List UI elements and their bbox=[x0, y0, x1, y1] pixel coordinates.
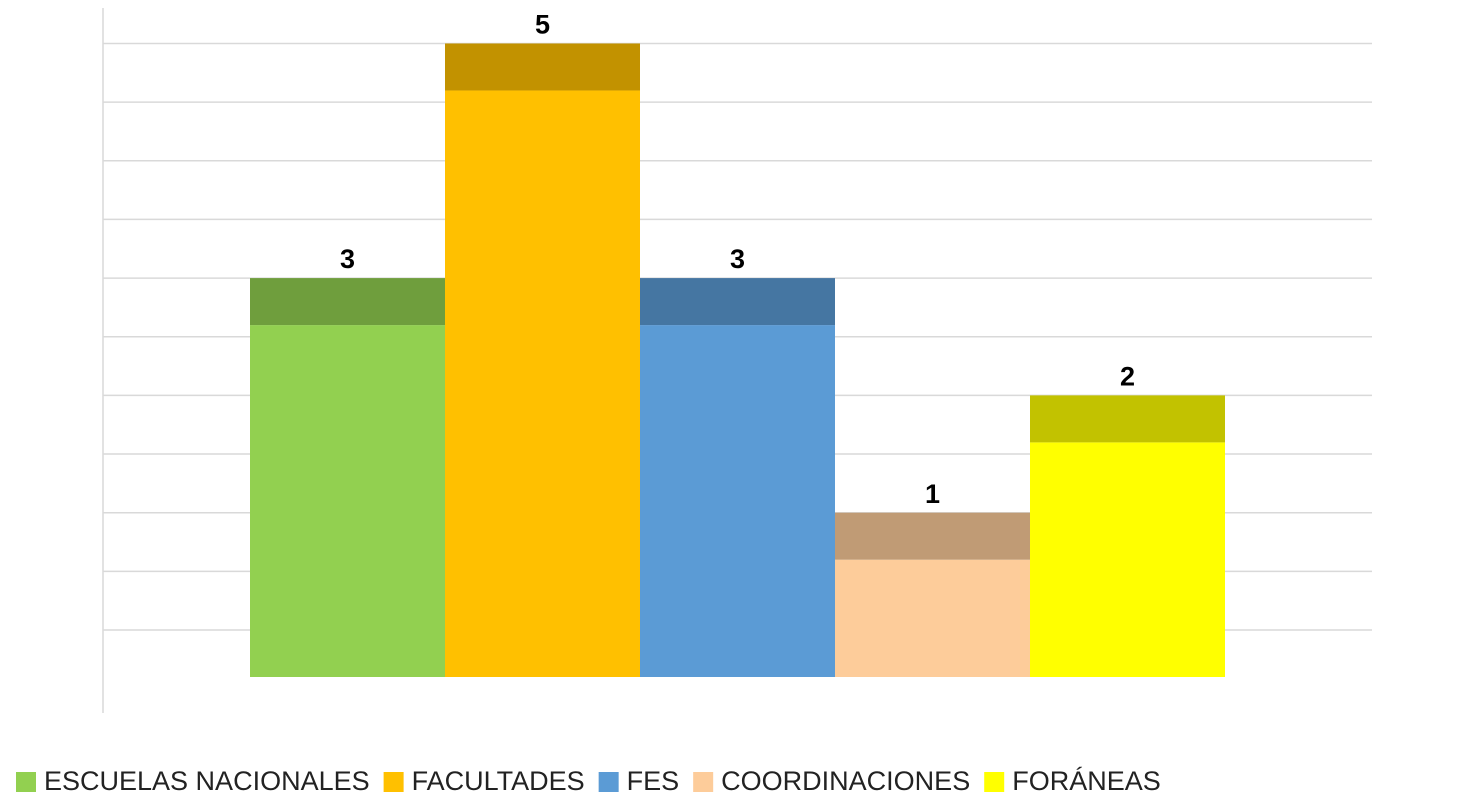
bar bbox=[445, 90, 640, 677]
bar bbox=[250, 325, 445, 677]
bar bbox=[1030, 442, 1225, 677]
legend-swatch bbox=[693, 772, 714, 792]
legend-swatch bbox=[16, 772, 36, 792]
legend-label: FACULTADES bbox=[412, 766, 585, 796]
data-label: 2 bbox=[1120, 362, 1135, 392]
bar-top bbox=[250, 278, 445, 326]
data-label: 1 bbox=[925, 479, 940, 509]
legend-label: ESCUELAS NACIONALES bbox=[44, 766, 370, 796]
legend-label: FES bbox=[627, 766, 680, 796]
legend-swatch bbox=[383, 772, 404, 792]
bar-top bbox=[640, 278, 835, 326]
bar bbox=[640, 325, 835, 677]
bar bbox=[835, 559, 1030, 677]
data-label: 5 bbox=[535, 10, 550, 40]
bar-top bbox=[835, 512, 1030, 560]
legend-swatch bbox=[598, 772, 619, 792]
data-label: 3 bbox=[340, 244, 355, 274]
legend-label: FORÁNEAS bbox=[1012, 766, 1161, 796]
bar-top bbox=[445, 43, 640, 91]
legend-label: COORDINACIONES bbox=[721, 766, 970, 796]
data-label: 3 bbox=[730, 244, 745, 274]
legend-swatch bbox=[984, 772, 1005, 792]
bar-top bbox=[1030, 395, 1225, 443]
